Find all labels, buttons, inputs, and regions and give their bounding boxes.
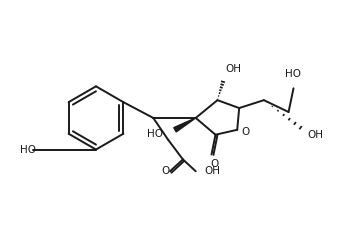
Text: O: O xyxy=(241,127,249,137)
Polygon shape xyxy=(174,118,196,132)
Text: OH: OH xyxy=(307,130,323,140)
Text: HO: HO xyxy=(285,70,301,79)
Text: HO: HO xyxy=(147,129,163,139)
Text: O: O xyxy=(161,166,169,176)
Text: OH: OH xyxy=(225,63,241,74)
Text: O: O xyxy=(211,159,219,169)
Text: HO: HO xyxy=(20,144,36,155)
Text: OH: OH xyxy=(205,166,221,176)
